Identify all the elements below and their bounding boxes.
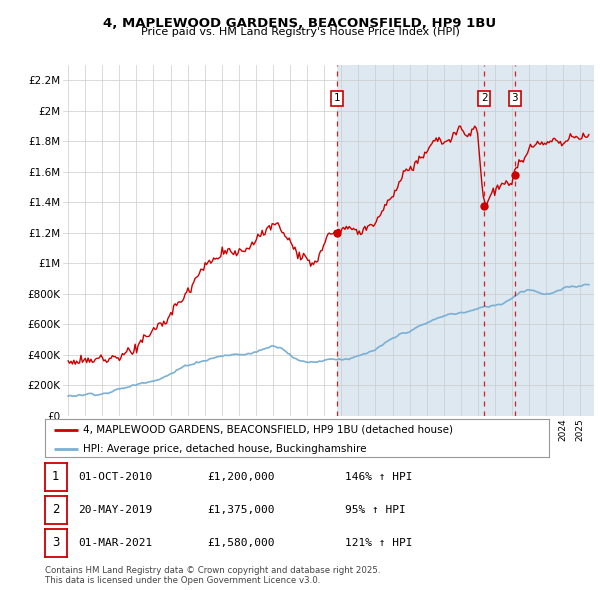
Text: 01-MAR-2021: 01-MAR-2021 [78, 538, 152, 548]
Text: £1,580,000: £1,580,000 [207, 538, 275, 548]
Text: 4, MAPLEWOOD GARDENS, BEACONSFIELD, HP9 1BU: 4, MAPLEWOOD GARDENS, BEACONSFIELD, HP9 … [103, 17, 497, 30]
Text: Price paid vs. HM Land Registry's House Price Index (HPI): Price paid vs. HM Land Registry's House … [140, 27, 460, 37]
Text: 20-MAY-2019: 20-MAY-2019 [78, 505, 152, 514]
Text: 2: 2 [52, 503, 59, 516]
Text: £1,200,000: £1,200,000 [207, 472, 275, 481]
Text: 3: 3 [512, 93, 518, 103]
Text: 4, MAPLEWOOD GARDENS, BEACONSFIELD, HP9 1BU (detached house): 4, MAPLEWOOD GARDENS, BEACONSFIELD, HP9 … [83, 425, 453, 435]
Bar [337, 65, 594, 416]
Text: 146% ↑ HPI: 146% ↑ HPI [345, 472, 413, 481]
Text: Contains HM Land Registry data © Crown copyright and database right 2025.
This d: Contains HM Land Registry data © Crown c… [45, 566, 380, 585]
Text: 1: 1 [52, 470, 59, 483]
Text: 1: 1 [334, 93, 340, 103]
Text: 95% ↑ HPI: 95% ↑ HPI [345, 505, 406, 514]
Text: 121% ↑ HPI: 121% ↑ HPI [345, 538, 413, 548]
Text: 01-OCT-2010: 01-OCT-2010 [78, 472, 152, 481]
Text: 3: 3 [52, 536, 59, 549]
Text: 2: 2 [481, 93, 488, 103]
Text: £1,375,000: £1,375,000 [207, 505, 275, 514]
Text: HPI: Average price, detached house, Buckinghamshire: HPI: Average price, detached house, Buck… [83, 444, 366, 454]
